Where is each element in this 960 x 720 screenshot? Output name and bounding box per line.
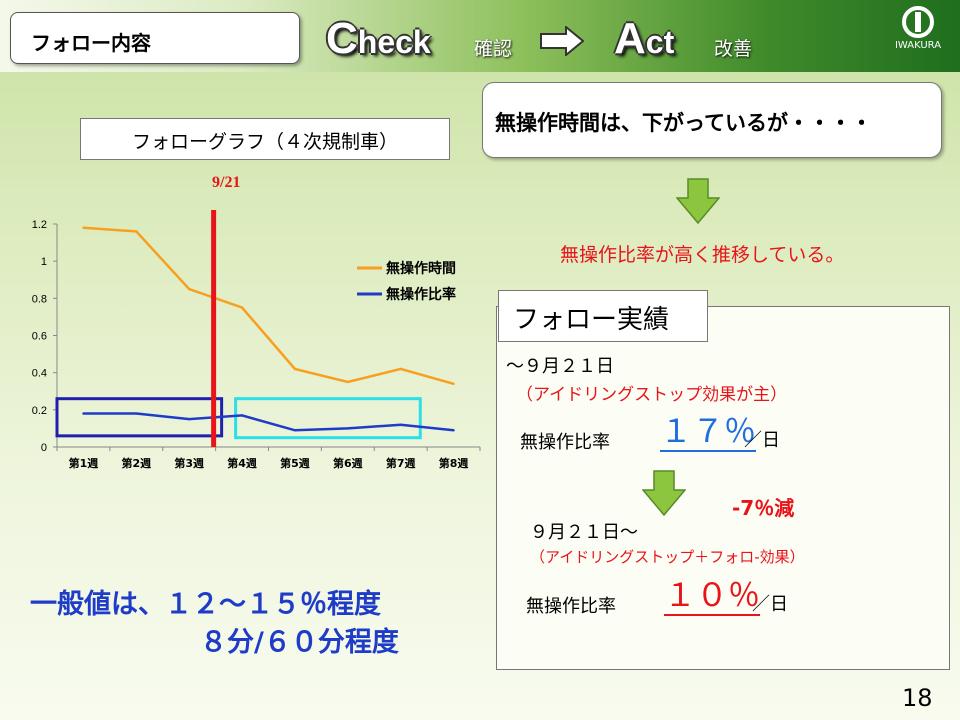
- logo-text: IWAKURA: [894, 40, 942, 51]
- top-note: 無操作時間は、下がっているが・・・・: [495, 111, 872, 135]
- before-unit: ／日: [744, 430, 780, 451]
- x-tick-label: 第2週: [121, 456, 151, 470]
- before-label: 無操作比率: [520, 432, 610, 453]
- down-arrow-icon: [676, 178, 720, 224]
- data-point: [293, 367, 297, 371]
- data-point: [293, 429, 297, 432]
- highlight-box-after: [234, 397, 422, 440]
- result-tab-label: フォロー実績: [513, 305, 670, 335]
- data-point: [187, 417, 191, 421]
- act-rest: ct: [645, 24, 675, 60]
- result-box: [496, 306, 950, 670]
- data-point: [135, 230, 138, 233]
- data-point: [452, 382, 455, 386]
- act-jp: 改善: [714, 38, 753, 60]
- data-point: [240, 414, 244, 417]
- series-line-1: [83, 226, 454, 386]
- highlight-box-before: [55, 397, 224, 438]
- data-point: [187, 287, 191, 291]
- y-tick-label: 0.6: [32, 331, 47, 343]
- data-point: [452, 429, 455, 432]
- check-rest: heck: [357, 24, 431, 60]
- trend-note: 無操作比率が高く推移している。: [560, 244, 845, 266]
- series-line-2: [83, 412, 454, 432]
- change-value: -7％減: [732, 496, 795, 520]
- legend-label: 無操作時間: [386, 260, 456, 277]
- before-value: １７％: [660, 412, 757, 452]
- before-effect: （アイドリングストップ効果が主）: [516, 385, 788, 405]
- after-date: ９月２１日～: [530, 522, 638, 543]
- line-chart: 0 0.2 0.4 0.6 0.8 1 1.2 第1週 第2週 第3週 第4週 第5週 第6週 第7週 第8…: [32, 210, 481, 470]
- check-cap: C: [326, 14, 358, 63]
- data-point: [240, 306, 244, 309]
- general-line-1: 一般値は、１２～１５％程度: [30, 589, 381, 620]
- x-tick-label: 第5週: [280, 456, 310, 470]
- x-tick-label: 第4週: [227, 456, 257, 470]
- act-title: Act: [614, 14, 674, 64]
- section-label: フォロー内容: [31, 31, 151, 55]
- x-tick-label: 第7週: [386, 456, 416, 470]
- marker-date-label: 9/21: [212, 174, 241, 191]
- act-cap: A: [614, 14, 646, 63]
- data-point: [82, 412, 85, 415]
- y-tick-label: 0.8: [32, 293, 47, 305]
- y-tick-label: 1: [41, 256, 47, 268]
- data-point: [346, 380, 350, 384]
- y-tick-label: 0.2: [32, 405, 47, 417]
- result-tab: フォロー実績: [498, 290, 708, 342]
- check-title: Check: [326, 14, 431, 64]
- after-unit: ／日: [752, 594, 788, 615]
- y-tick-label: 0: [41, 442, 47, 454]
- x-tick-label: 第1週: [69, 456, 99, 470]
- graph-title-box: フォローグラフ（４次規制車）: [80, 118, 450, 160]
- legend-label: 無操作比率: [386, 286, 456, 303]
- data-point: [346, 427, 350, 430]
- graph-title: フォローグラフ（４次規制車）: [131, 131, 398, 153]
- data-point: [135, 412, 138, 415]
- top-note-box: 無操作時間は、下がっているが・・・・: [482, 82, 942, 158]
- check-jp: 確認: [474, 38, 513, 60]
- x-tick-label: 第6週: [333, 456, 363, 470]
- x-tick-label: 第8週: [439, 456, 469, 470]
- before-date: ～９月２１日: [506, 356, 614, 377]
- y-tick-label: 0.4: [32, 368, 47, 380]
- company-logo: IWAKURA: [888, 6, 948, 56]
- x-tick-label: 第3週: [174, 456, 204, 470]
- after-effect: （アイドリングストップ＋フォロ-効果）: [530, 548, 805, 566]
- logo-mark-icon: [902, 6, 934, 38]
- page-number: 18: [902, 684, 933, 712]
- y-tick-label: 1.2: [32, 219, 47, 231]
- right-arrow-icon: [540, 26, 584, 56]
- data-point: [399, 367, 402, 371]
- data-point: [399, 423, 402, 426]
- after-value: １０％: [664, 576, 761, 616]
- section-label-box: フォロー内容: [10, 12, 300, 64]
- general-line-2: ８分/６０分程度: [200, 627, 399, 658]
- data-point: [82, 226, 85, 229]
- down-arrow-icon-2: [642, 470, 686, 516]
- after-label: 無操作比率: [526, 596, 616, 617]
